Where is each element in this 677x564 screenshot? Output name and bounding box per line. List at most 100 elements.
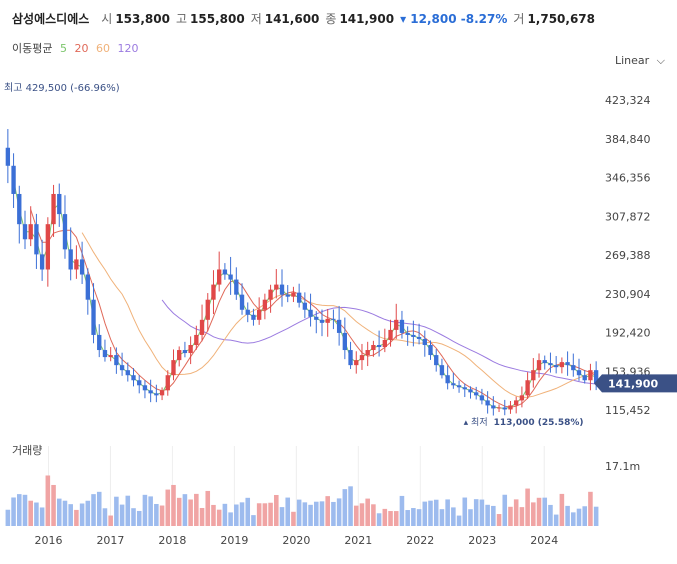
candle-body [68, 249, 73, 270]
volume-bar [114, 496, 119, 526]
y-axis: 423,324 384,840 346,356 307,872 269,388 230,9… [605, 94, 651, 473]
volume-bar [422, 501, 428, 526]
candle-body [17, 193, 22, 225]
candle-body [74, 259, 79, 270]
volume-bar [508, 506, 513, 526]
volume-bar [296, 499, 302, 526]
volume-bar [279, 507, 285, 526]
candle-body [342, 332, 348, 351]
candle-body [296, 292, 302, 303]
candle-body [411, 334, 416, 337]
change-value: ▾ 12,800 -8.27% [400, 12, 508, 26]
volume-bar [393, 511, 399, 526]
volume-bar [519, 507, 525, 526]
candle-body [245, 309, 250, 315]
volume-bar [353, 505, 359, 526]
volume-bar [136, 510, 142, 526]
low-annotation-prefix: ▴ 최저 [464, 417, 488, 428]
scale-selector[interactable]: Linear ⌵ [615, 54, 665, 68]
candle-body [171, 360, 176, 376]
close-label: 종 [325, 12, 337, 26]
moving-average-legend[interactable]: 이동평균 5 20 60 120 [12, 40, 138, 56]
y-tick-label: 423,324 [605, 94, 651, 107]
volume-bar [22, 494, 28, 526]
candle-body [348, 350, 353, 366]
volume-bar [359, 503, 365, 526]
candle-body [131, 375, 136, 381]
ma-label: 이동평균 [12, 42, 53, 55]
volume-bar [39, 507, 45, 526]
candle-body [531, 370, 536, 381]
volume-bar [28, 500, 33, 526]
volume-bar [502, 494, 508, 526]
open-label: 시 [101, 12, 113, 26]
ma60-label[interactable]: 60 [95, 42, 110, 55]
candle-body [114, 355, 119, 366]
close-value: 141,900 [339, 12, 395, 26]
candle-body [462, 387, 467, 390]
ma5-label[interactable]: 5 [59, 42, 67, 55]
volume-bar [268, 502, 273, 526]
volume-bar [251, 515, 256, 526]
candle-body [474, 392, 479, 396]
x-tick-label: 2022 [406, 534, 434, 547]
candle-body [119, 365, 125, 371]
volume-bar [388, 511, 393, 526]
volume-bar [542, 497, 548, 526]
candle-body [302, 302, 308, 310]
candle-body [576, 370, 582, 376]
candle-body [536, 360, 542, 371]
volume-bar [228, 512, 233, 526]
volume-bar [211, 504, 216, 526]
volume-bar [79, 503, 85, 526]
current-price-label: 141,900 [608, 377, 658, 390]
high-label: 고 [175, 12, 188, 26]
ma20-label[interactable]: 20 [74, 42, 89, 55]
volume-bar [302, 502, 308, 526]
volume-bar [222, 503, 228, 526]
candle-body [525, 380, 530, 396]
candle-body [468, 389, 473, 393]
candle-body [565, 362, 570, 366]
x-tick-label: 2016 [34, 534, 62, 547]
candle-body [51, 193, 56, 225]
candle-body [256, 309, 262, 320]
volume-bar [439, 509, 445, 526]
candle-body [234, 279, 239, 295]
candle-body [142, 385, 148, 391]
ma120-label[interactable]: 120 [117, 42, 139, 55]
volume-bar [325, 496, 330, 526]
ma120-series [161, 299, 597, 385]
volume-bar [291, 511, 296, 526]
candle-body [491, 405, 496, 409]
y-tick-label: 269,388 [605, 249, 651, 262]
open-value: 153,800 [115, 12, 170, 26]
volume-bar [11, 497, 16, 526]
low-annotation: 113,000 (25.58%) [494, 418, 584, 428]
candle-body [485, 400, 490, 406]
candlestick-series [5, 129, 599, 416]
volume-bar [536, 497, 542, 526]
candle-body [428, 345, 433, 356]
candle-body [399, 319, 405, 333]
candle-body [548, 363, 553, 366]
volume-bar [376, 513, 382, 526]
candle-body [97, 334, 102, 351]
y-tick-label: 384,840 [605, 133, 651, 146]
volume-title: 거래량 [12, 444, 43, 457]
candle-body [22, 224, 28, 240]
candle-body [582, 375, 587, 381]
x-tick-label: 2020 [282, 534, 310, 547]
candle-body [62, 214, 68, 250]
candle-body [354, 360, 359, 366]
volume-bar [319, 501, 325, 526]
candle-body [571, 365, 576, 371]
volume-bar [102, 508, 108, 526]
x-tick-label: 2024 [530, 534, 558, 547]
candle-body [159, 390, 165, 396]
candle-body [102, 350, 108, 358]
candle-body [434, 355, 439, 366]
y-tick-label: 115,452 [605, 404, 651, 417]
high-value: 155,800 [190, 12, 245, 26]
